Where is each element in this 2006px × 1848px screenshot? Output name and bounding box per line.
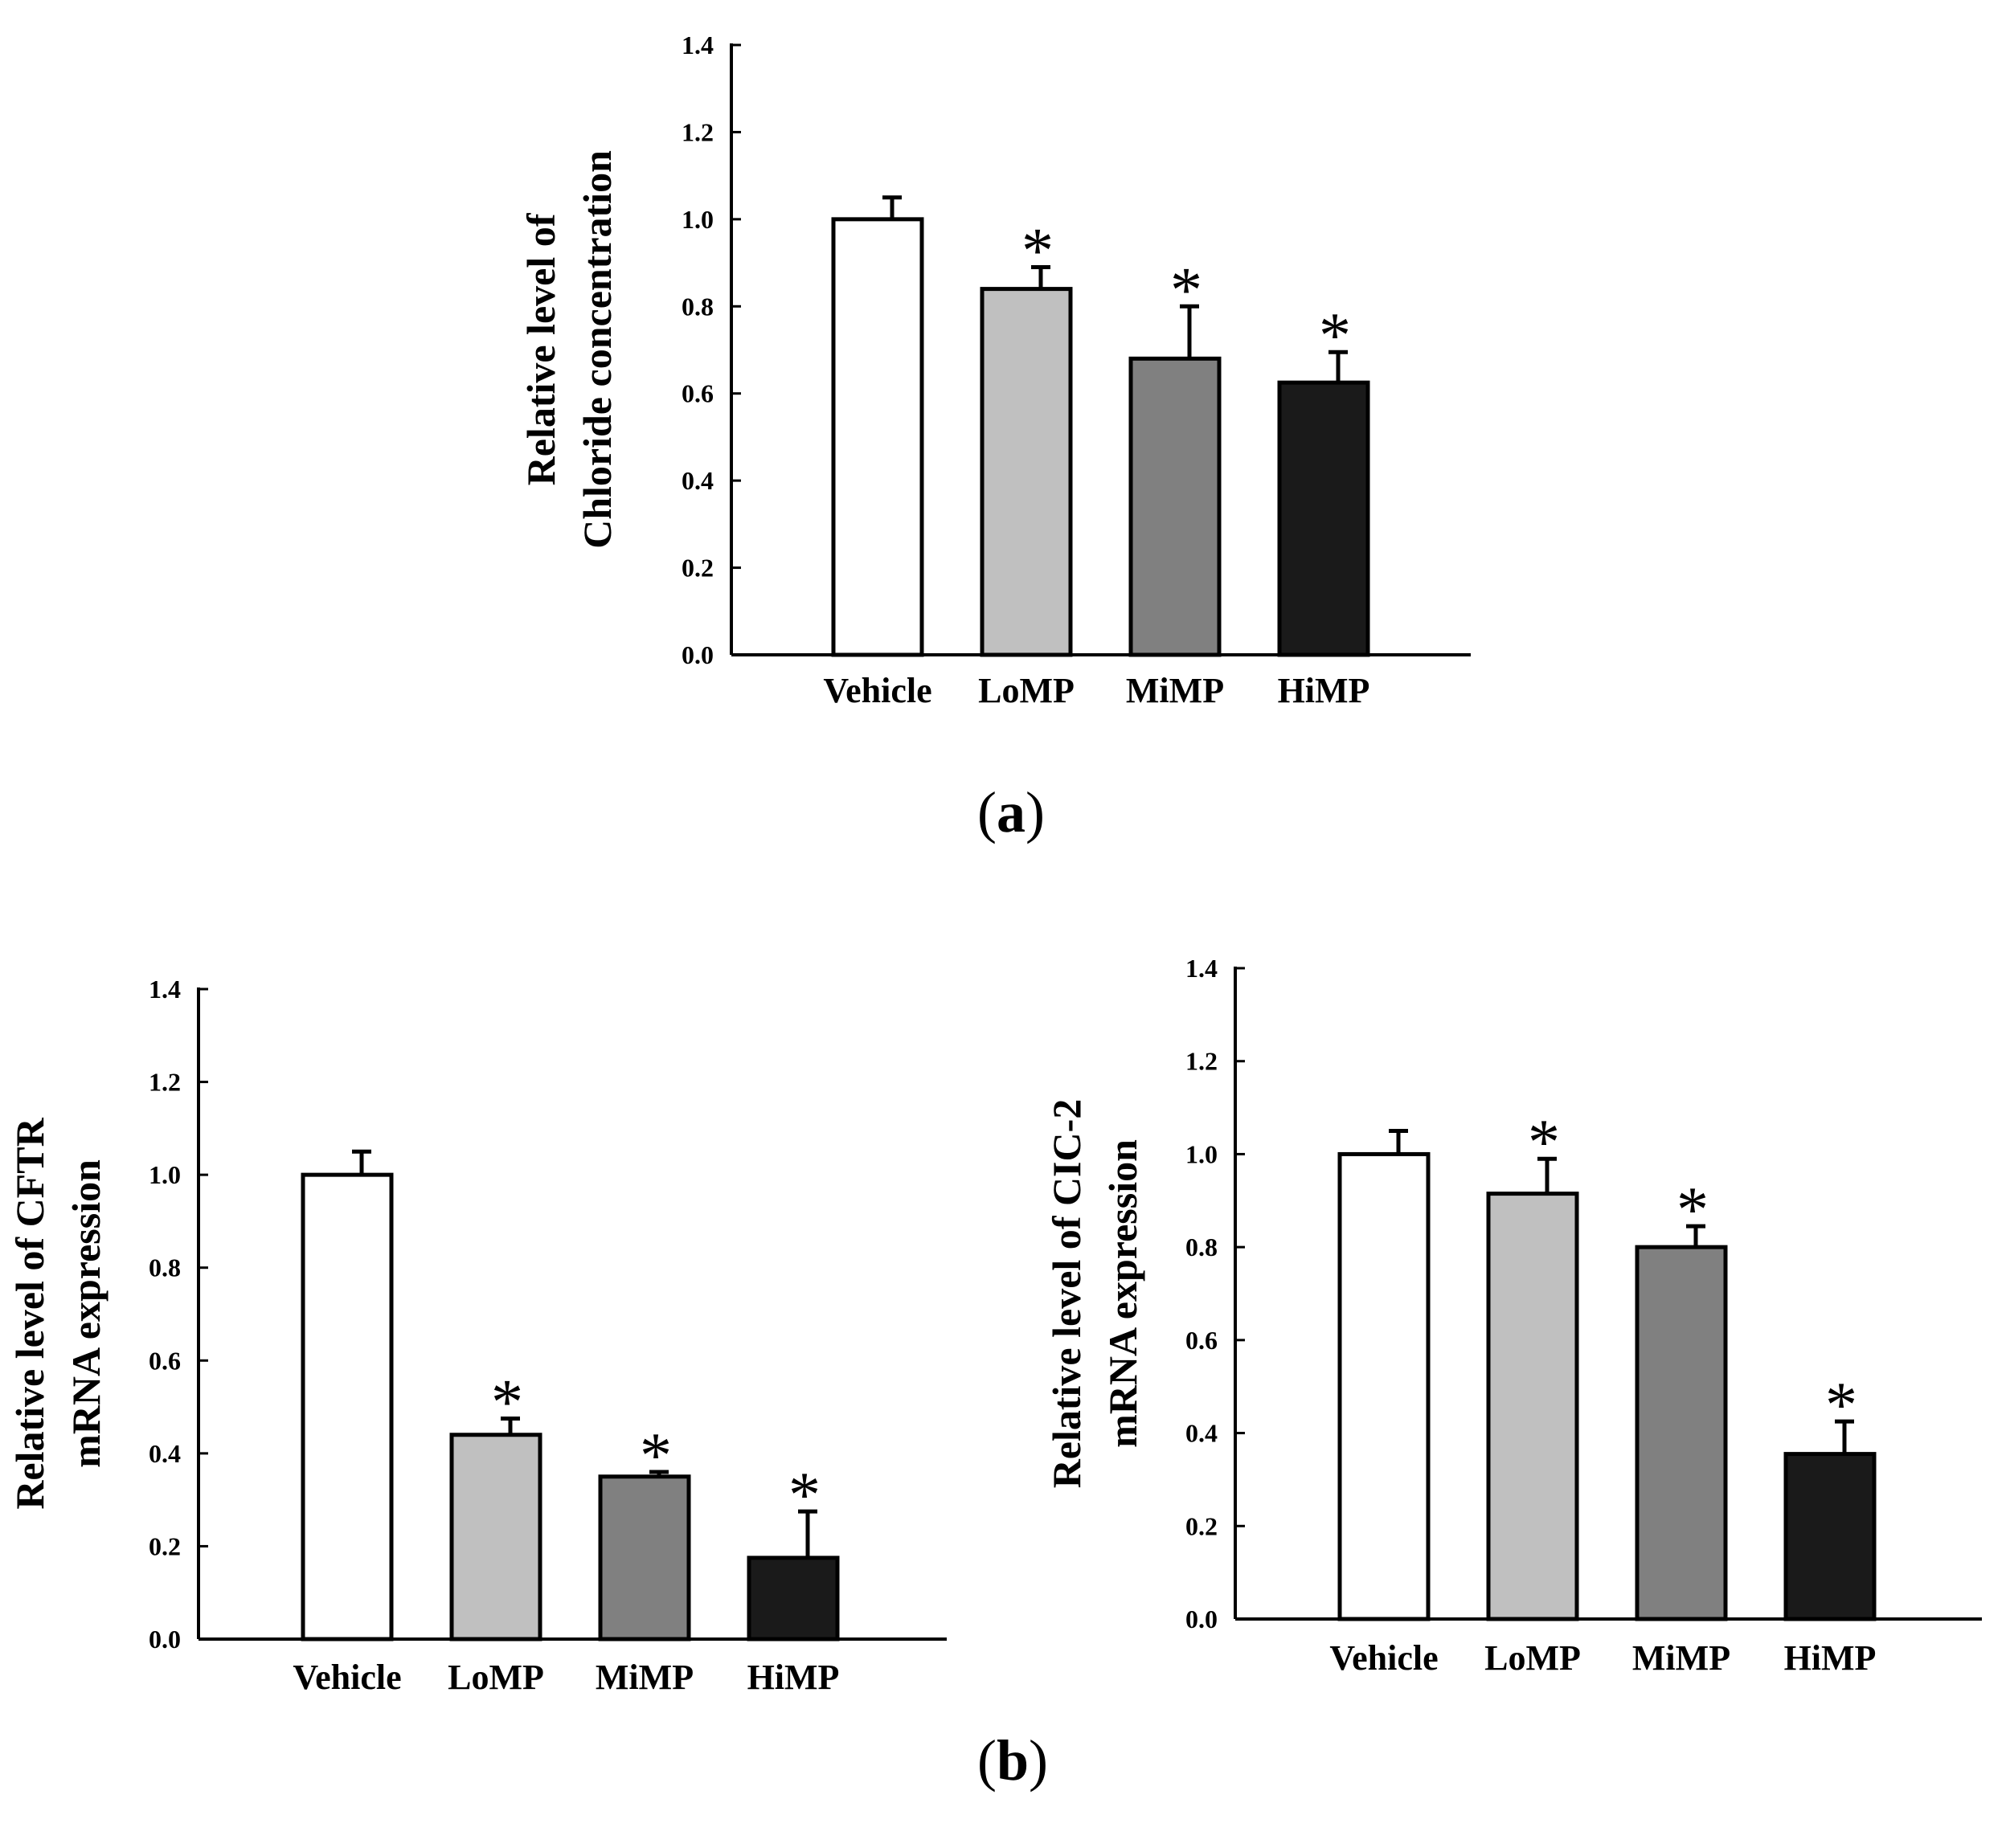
bar-lomp	[980, 287, 1073, 657]
significance-marker: *	[1021, 215, 1054, 286]
y-axis-label: Relative level of	[518, 212, 563, 485]
x-tick-label: MiMP	[1126, 671, 1224, 710]
significance-marker: *	[1319, 301, 1351, 371]
panel-label-a: (a)	[977, 780, 1045, 844]
significance-marker: *	[1170, 255, 1202, 325]
y-tick-label: 1.2	[682, 117, 714, 146]
y-axis-label: Chloride concentration	[575, 150, 620, 549]
y-tick-label: 0.2	[682, 554, 714, 583]
bar-mimp	[1128, 356, 1222, 657]
panel-label-b: (b)	[977, 1728, 1049, 1793]
bar-himp	[1277, 380, 1370, 657]
y-tick-label: 0.8	[682, 292, 714, 321]
bar-vehicle	[831, 217, 924, 657]
x-tick-label: LoMP	[978, 671, 1075, 710]
y-tick-label: 0.0	[682, 640, 714, 669]
y-tick-label: 1.0	[682, 205, 714, 234]
y-tick-label: 0.4	[682, 466, 714, 495]
x-tick-label: Vehicle	[823, 671, 931, 710]
y-tick-label: 1.4	[682, 31, 714, 59]
x-tick-label: HiMP	[1278, 671, 1370, 710]
y-tick-label: 0.6	[682, 379, 714, 408]
